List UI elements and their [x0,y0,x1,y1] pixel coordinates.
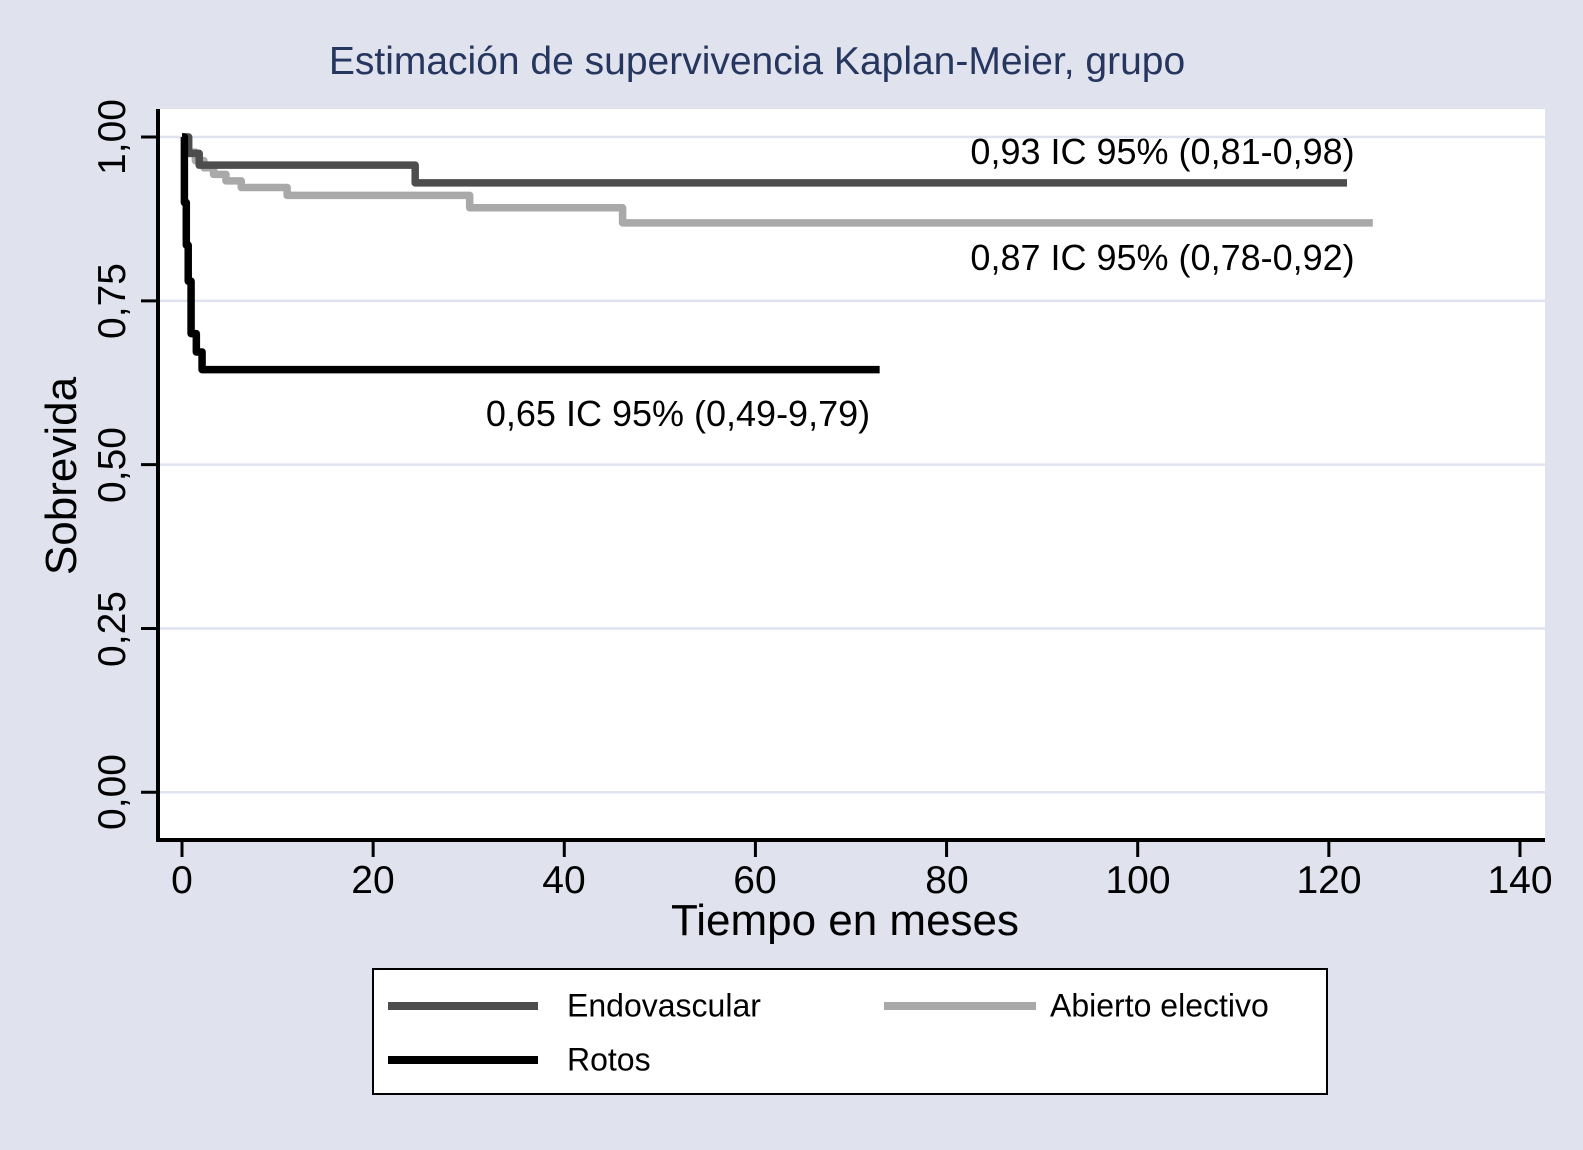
y-tick-label-0.50: 0,50 [91,427,134,503]
x-tick-label-120: 120 [1296,859,1362,902]
legend-swatch-endovascular [388,1002,538,1010]
legend-label-abierto-electivo: Abierto electivo [1050,987,1269,1024]
x-tick-label-20: 20 [351,859,395,902]
x-tick-label-40: 40 [542,859,586,902]
x-tick-label-100: 100 [1105,859,1171,902]
legend-box: Endovascular Abierto electivo Rotos [372,968,1328,1095]
legend-swatch-abierto-electivo [884,1002,1036,1010]
legend-swatch-rotos [388,1056,538,1064]
y-tick-label-0.75: 0,75 [91,263,134,339]
annotation-rotos-ci: 0,65 IC 95% (0,49-9,79) [485,392,871,434]
y-tick-label-0.00: 0,00 [91,754,134,830]
y-tick-label-1.00: 1,00 [91,99,134,175]
annotation-abierto-ci: 0,87 IC 95% (0,78-0,92) [970,237,1355,279]
plot-area [158,109,1545,840]
y-axis-title: Sobrevida [37,376,86,576]
series-line-rotos [180,133,880,374]
legend-label-endovascular: Endovascular [567,987,761,1024]
series-line-endovascular [182,133,1347,187]
x-tick-label-0: 0 [171,859,193,902]
annotation-endovascular-ci: 0,93 IC 95% (0,81-0,98) [970,131,1355,173]
x-axis-title: Tiempo en meses [670,896,1020,945]
x-tick-label-60: 60 [733,859,777,902]
chart-title: Estimación de supervivencia Kaplan-Meier… [328,40,1186,83]
x-tick-label-140: 140 [1487,859,1553,902]
y-tick-label-0.25: 0,25 [91,591,134,667]
legend-label-rotos: Rotos [567,1041,651,1078]
x-tick-label-80: 80 [925,859,969,902]
